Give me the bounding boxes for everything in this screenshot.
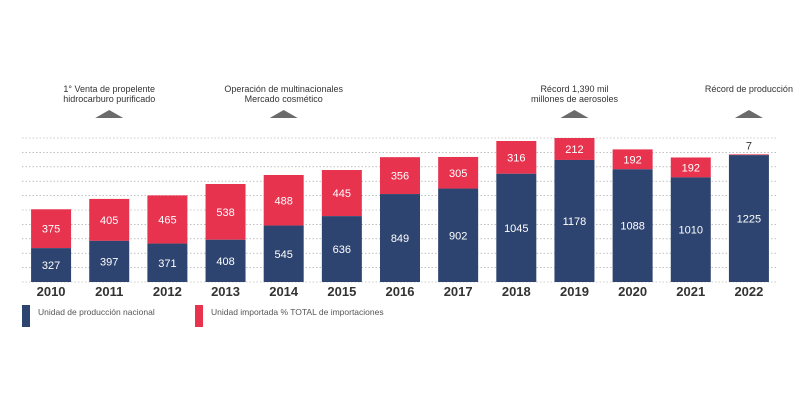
value-label-national-2011: 397 <box>100 256 118 268</box>
value-label-imported-2013: 538 <box>216 207 234 219</box>
bar-national-2018 <box>496 173 537 282</box>
bar-national-2022 <box>728 155 769 282</box>
value-label-national-2010: 327 <box>42 260 60 272</box>
legend-imported: Unidad importada % TOTAL de importacione… <box>195 305 384 327</box>
year-label-2021: 2021 <box>676 284 705 299</box>
annotation-text-2011: 1° Venta de propelente <box>63 84 155 94</box>
value-label-imported-2012: 465 <box>158 214 176 226</box>
value-label-national-2014: 545 <box>275 249 293 261</box>
year-label-2019: 2019 <box>560 284 589 299</box>
legend-swatch-imported <box>195 305 203 327</box>
annotation-text-2011: hidrocarburo purificado <box>63 94 155 104</box>
bar-national-2016 <box>380 194 420 282</box>
bar-imported-2010 <box>31 209 72 249</box>
value-label-imported-2022: 7 <box>746 140 752 152</box>
bar-national-2021 <box>670 177 711 282</box>
year-label-2013: 2013 <box>211 284 240 299</box>
annotation-marker-2014 <box>269 110 298 118</box>
bar-national-2011 <box>89 240 130 282</box>
value-label-national-2016: 849 <box>391 233 409 245</box>
year-label-2020: 2020 <box>618 284 647 299</box>
bar-national-2019 <box>554 159 595 282</box>
value-label-imported-2017: 305 <box>449 168 467 180</box>
legend-label-national: Unidad de producción nacional <box>38 307 155 317</box>
year-label-2015: 2015 <box>327 284 356 299</box>
bar-imported-2016 <box>380 157 420 195</box>
value-label-national-2019: 1178 <box>563 216 587 228</box>
bar-national-2017 <box>438 188 479 282</box>
value-label-national-2013: 408 <box>216 256 234 268</box>
bar-imported-2011 <box>89 198 130 241</box>
legend-label-imported: Unidad importada % TOTAL de importacione… <box>211 307 384 317</box>
bar-national-2013 <box>205 239 246 282</box>
year-label-2017: 2017 <box>444 284 473 299</box>
annotation-text-2014: Mercado cosmético <box>245 94 323 104</box>
bar-imported-2021 <box>670 157 711 178</box>
value-label-imported-2010: 375 <box>42 224 60 236</box>
value-label-national-2015: 636 <box>333 244 351 256</box>
value-label-national-2017: 902 <box>449 230 467 242</box>
annotation-text-2014: Operación de multinacionales <box>224 84 343 94</box>
bar-imported-2019 <box>554 138 595 160</box>
annotation-marker-2019 <box>560 110 589 118</box>
bar-imported-2013 <box>205 183 246 240</box>
bar-national-2020 <box>612 169 653 282</box>
value-label-national-2012: 371 <box>158 258 176 270</box>
value-label-imported-2011: 405 <box>100 215 118 227</box>
value-label-imported-2014: 488 <box>275 195 293 207</box>
value-label-imported-2021: 192 <box>682 162 700 174</box>
bar-imported-2022 <box>728 154 769 156</box>
year-label-2010: 2010 <box>37 284 66 299</box>
bar-imported-2015 <box>321 170 362 217</box>
value-label-imported-2015: 445 <box>333 188 351 200</box>
value-label-imported-2020: 192 <box>623 154 641 166</box>
year-label-2011: 2011 <box>95 284 123 299</box>
year-label-2018: 2018 <box>502 284 531 299</box>
year-label-2014: 2014 <box>269 284 299 299</box>
bar-imported-2017 <box>438 156 479 189</box>
annotation-marker-2022 <box>734 110 763 118</box>
value-label-national-2018: 1045 <box>504 223 528 235</box>
annotation-text-2022: Récord de producción <box>705 84 793 94</box>
annotation-marker-2011 <box>95 110 124 118</box>
year-label-2022: 2022 <box>734 284 763 299</box>
bar-imported-2012 <box>147 195 188 244</box>
bar-national-2014 <box>263 225 304 282</box>
legend-swatch-national <box>22 305 30 327</box>
bar-imported-2020 <box>612 149 653 170</box>
value-label-national-2020: 1088 <box>620 221 644 233</box>
annotation-text-2019: millones de aerosoles <box>531 94 619 104</box>
value-label-imported-2019: 212 <box>565 144 583 156</box>
bar-imported-2014 <box>263 174 304 226</box>
bar-national-2012 <box>147 243 188 282</box>
year-label-2012: 2012 <box>153 284 182 299</box>
bar-national-2015 <box>321 216 362 282</box>
bar-national-2010 <box>31 248 72 282</box>
value-label-national-2022: 1225 <box>737 214 761 226</box>
value-label-national-2021: 1010 <box>679 225 703 237</box>
legend-national: Unidad de producción nacional <box>22 305 155 327</box>
year-label-2016: 2016 <box>386 284 415 299</box>
value-label-imported-2018: 316 <box>507 152 525 164</box>
annotation-text-2019: Récord 1,390 mil <box>540 84 608 94</box>
bar-imported-2018 <box>496 141 537 174</box>
value-label-imported-2016: 356 <box>391 171 409 183</box>
